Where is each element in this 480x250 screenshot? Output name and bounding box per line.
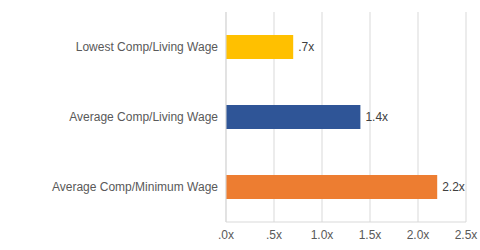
svg-text:Lowest Comp/Living Wage: Lowest Comp/Living Wage [76, 40, 219, 54]
svg-text:2.5x: 2.5x [455, 228, 472, 242]
svg-text:Average Comp/Minimum Wage: Average Comp/Minimum Wage [52, 180, 218, 194]
svg-text:.0x: .0x [218, 228, 234, 242]
svg-text:1.4x: 1.4x [365, 110, 388, 124]
svg-text:Average Comp/Living Wage: Average Comp/Living Wage [69, 110, 218, 124]
svg-text:2.0x: 2.0x [407, 228, 430, 242]
svg-text:2.2x: 2.2x [442, 180, 465, 194]
svg-text:1.5x: 1.5x [359, 228, 382, 242]
svg-text:.5x: .5x [266, 228, 282, 242]
svg-text:1.0x: 1.0x [311, 228, 334, 242]
svg-text:.7x: .7x [298, 40, 314, 54]
